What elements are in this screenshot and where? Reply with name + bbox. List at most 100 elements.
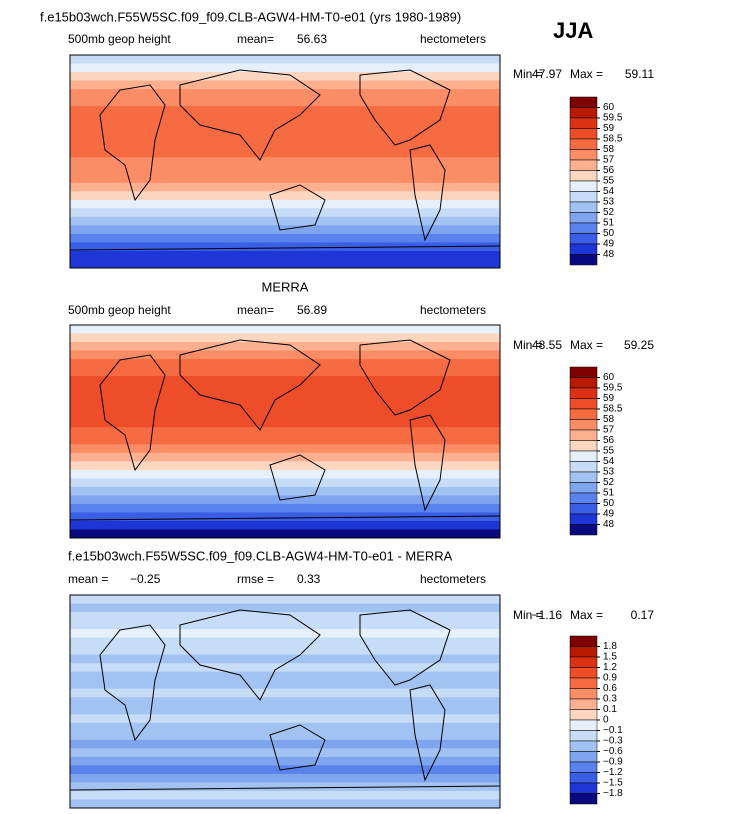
colorbar-box bbox=[569, 656, 598, 668]
colorbar-label: 1.2 bbox=[603, 662, 617, 673]
map-band bbox=[70, 714, 500, 724]
map-band bbox=[70, 325, 500, 335]
map-band bbox=[70, 250, 500, 260]
colorbar-box bbox=[569, 513, 598, 525]
map-band bbox=[70, 654, 500, 664]
map-band bbox=[70, 444, 500, 454]
colorbar-box bbox=[569, 503, 598, 515]
map-band bbox=[70, 427, 500, 437]
colorbar-box bbox=[569, 782, 598, 794]
colorbar-box bbox=[569, 212, 598, 224]
colorbar-label: 0.1 bbox=[603, 704, 617, 715]
coastline bbox=[179, 69, 321, 161]
map-band bbox=[70, 756, 500, 766]
map-band bbox=[70, 208, 500, 218]
colorbar-box bbox=[569, 793, 598, 805]
colorbar-label: −0.1 bbox=[603, 725, 623, 736]
colorbar-box bbox=[569, 688, 598, 700]
rmse-label: rmse = bbox=[237, 572, 274, 586]
colorbar-label: 1.8 bbox=[603, 641, 617, 652]
colorbar-box bbox=[569, 482, 598, 494]
coastline bbox=[269, 184, 326, 231]
map bbox=[69, 54, 501, 269]
colorbar-box bbox=[569, 408, 598, 420]
map-band bbox=[70, 376, 500, 386]
map-band bbox=[70, 393, 500, 403]
coastline bbox=[269, 454, 326, 501]
coastline bbox=[359, 609, 451, 686]
map-band bbox=[70, 469, 500, 479]
map-band bbox=[70, 799, 500, 809]
min-value: 48.55 bbox=[532, 338, 562, 352]
colorbar-box bbox=[569, 222, 598, 234]
coastline bbox=[409, 414, 446, 512]
colorbar-box bbox=[569, 377, 598, 389]
colorbar-box bbox=[569, 635, 598, 647]
colorbar-box bbox=[569, 243, 598, 255]
colorbar-label: 57 bbox=[603, 425, 615, 436]
map-band bbox=[70, 359, 500, 369]
max-label: Max = bbox=[570, 338, 603, 352]
coastline bbox=[99, 624, 166, 742]
field-label: 500mb geop height bbox=[68, 32, 171, 46]
map-band bbox=[70, 680, 500, 690]
map-frame bbox=[69, 324, 501, 539]
map-band bbox=[70, 233, 500, 243]
map-frame bbox=[69, 54, 501, 269]
map-band bbox=[70, 418, 500, 428]
colorbar-label: 0 bbox=[603, 715, 609, 726]
colorbar-label: −1.2 bbox=[603, 767, 623, 778]
coastline bbox=[99, 84, 166, 202]
colorbar-label: 59 bbox=[603, 123, 615, 134]
map-band bbox=[70, 199, 500, 209]
mean-label: mean= bbox=[237, 303, 274, 317]
coastline bbox=[409, 144, 446, 242]
map-band bbox=[70, 529, 500, 539]
colorbar-box bbox=[569, 698, 598, 710]
map-band bbox=[70, 603, 500, 613]
map-band bbox=[70, 410, 500, 420]
max-label: Max = bbox=[570, 608, 603, 622]
map-band bbox=[70, 174, 500, 184]
map-band bbox=[70, 671, 500, 681]
map-band bbox=[70, 629, 500, 639]
rmse-value: 0.33 bbox=[297, 572, 321, 586]
colorbar-box bbox=[569, 667, 598, 679]
colorbar-box bbox=[569, 524, 598, 536]
colorbar-box bbox=[569, 709, 598, 721]
colorbar-label: 0.3 bbox=[603, 694, 617, 705]
map-band bbox=[70, 97, 500, 107]
colorbar-label: 56 bbox=[603, 165, 615, 176]
colorbar-box bbox=[569, 751, 598, 763]
units-label: hectometers bbox=[420, 303, 486, 317]
map-band bbox=[70, 148, 500, 158]
colorbar-box bbox=[569, 761, 598, 773]
mean-label: mean= bbox=[237, 32, 274, 46]
colorbar-box bbox=[569, 730, 598, 742]
colorbar-box bbox=[569, 461, 598, 473]
colorbar-box bbox=[569, 471, 598, 483]
colorbar-label: 59 bbox=[603, 393, 615, 404]
coastline bbox=[69, 785, 501, 791]
map-band bbox=[70, 478, 500, 488]
min-value: −1.16 bbox=[532, 608, 563, 622]
colorbar-box bbox=[569, 159, 598, 171]
colorbar-label: 50 bbox=[603, 498, 615, 509]
max-value: 59.25 bbox=[624, 338, 654, 352]
colorbar-box bbox=[569, 254, 598, 266]
mean-label: mean = bbox=[68, 572, 108, 586]
map-band bbox=[70, 739, 500, 749]
map-band bbox=[70, 595, 500, 605]
colorbar-label: 0.6 bbox=[603, 683, 617, 694]
colorbar-box bbox=[569, 149, 598, 161]
colorbar-box bbox=[569, 233, 598, 245]
colorbar-label: 58.5 bbox=[603, 404, 623, 415]
colorbar-label: 48 bbox=[603, 519, 615, 530]
map-band bbox=[70, 216, 500, 226]
map-band bbox=[70, 461, 500, 471]
map-band bbox=[70, 89, 500, 99]
colorbar-label: 53 bbox=[603, 197, 615, 208]
map-band bbox=[70, 503, 500, 513]
